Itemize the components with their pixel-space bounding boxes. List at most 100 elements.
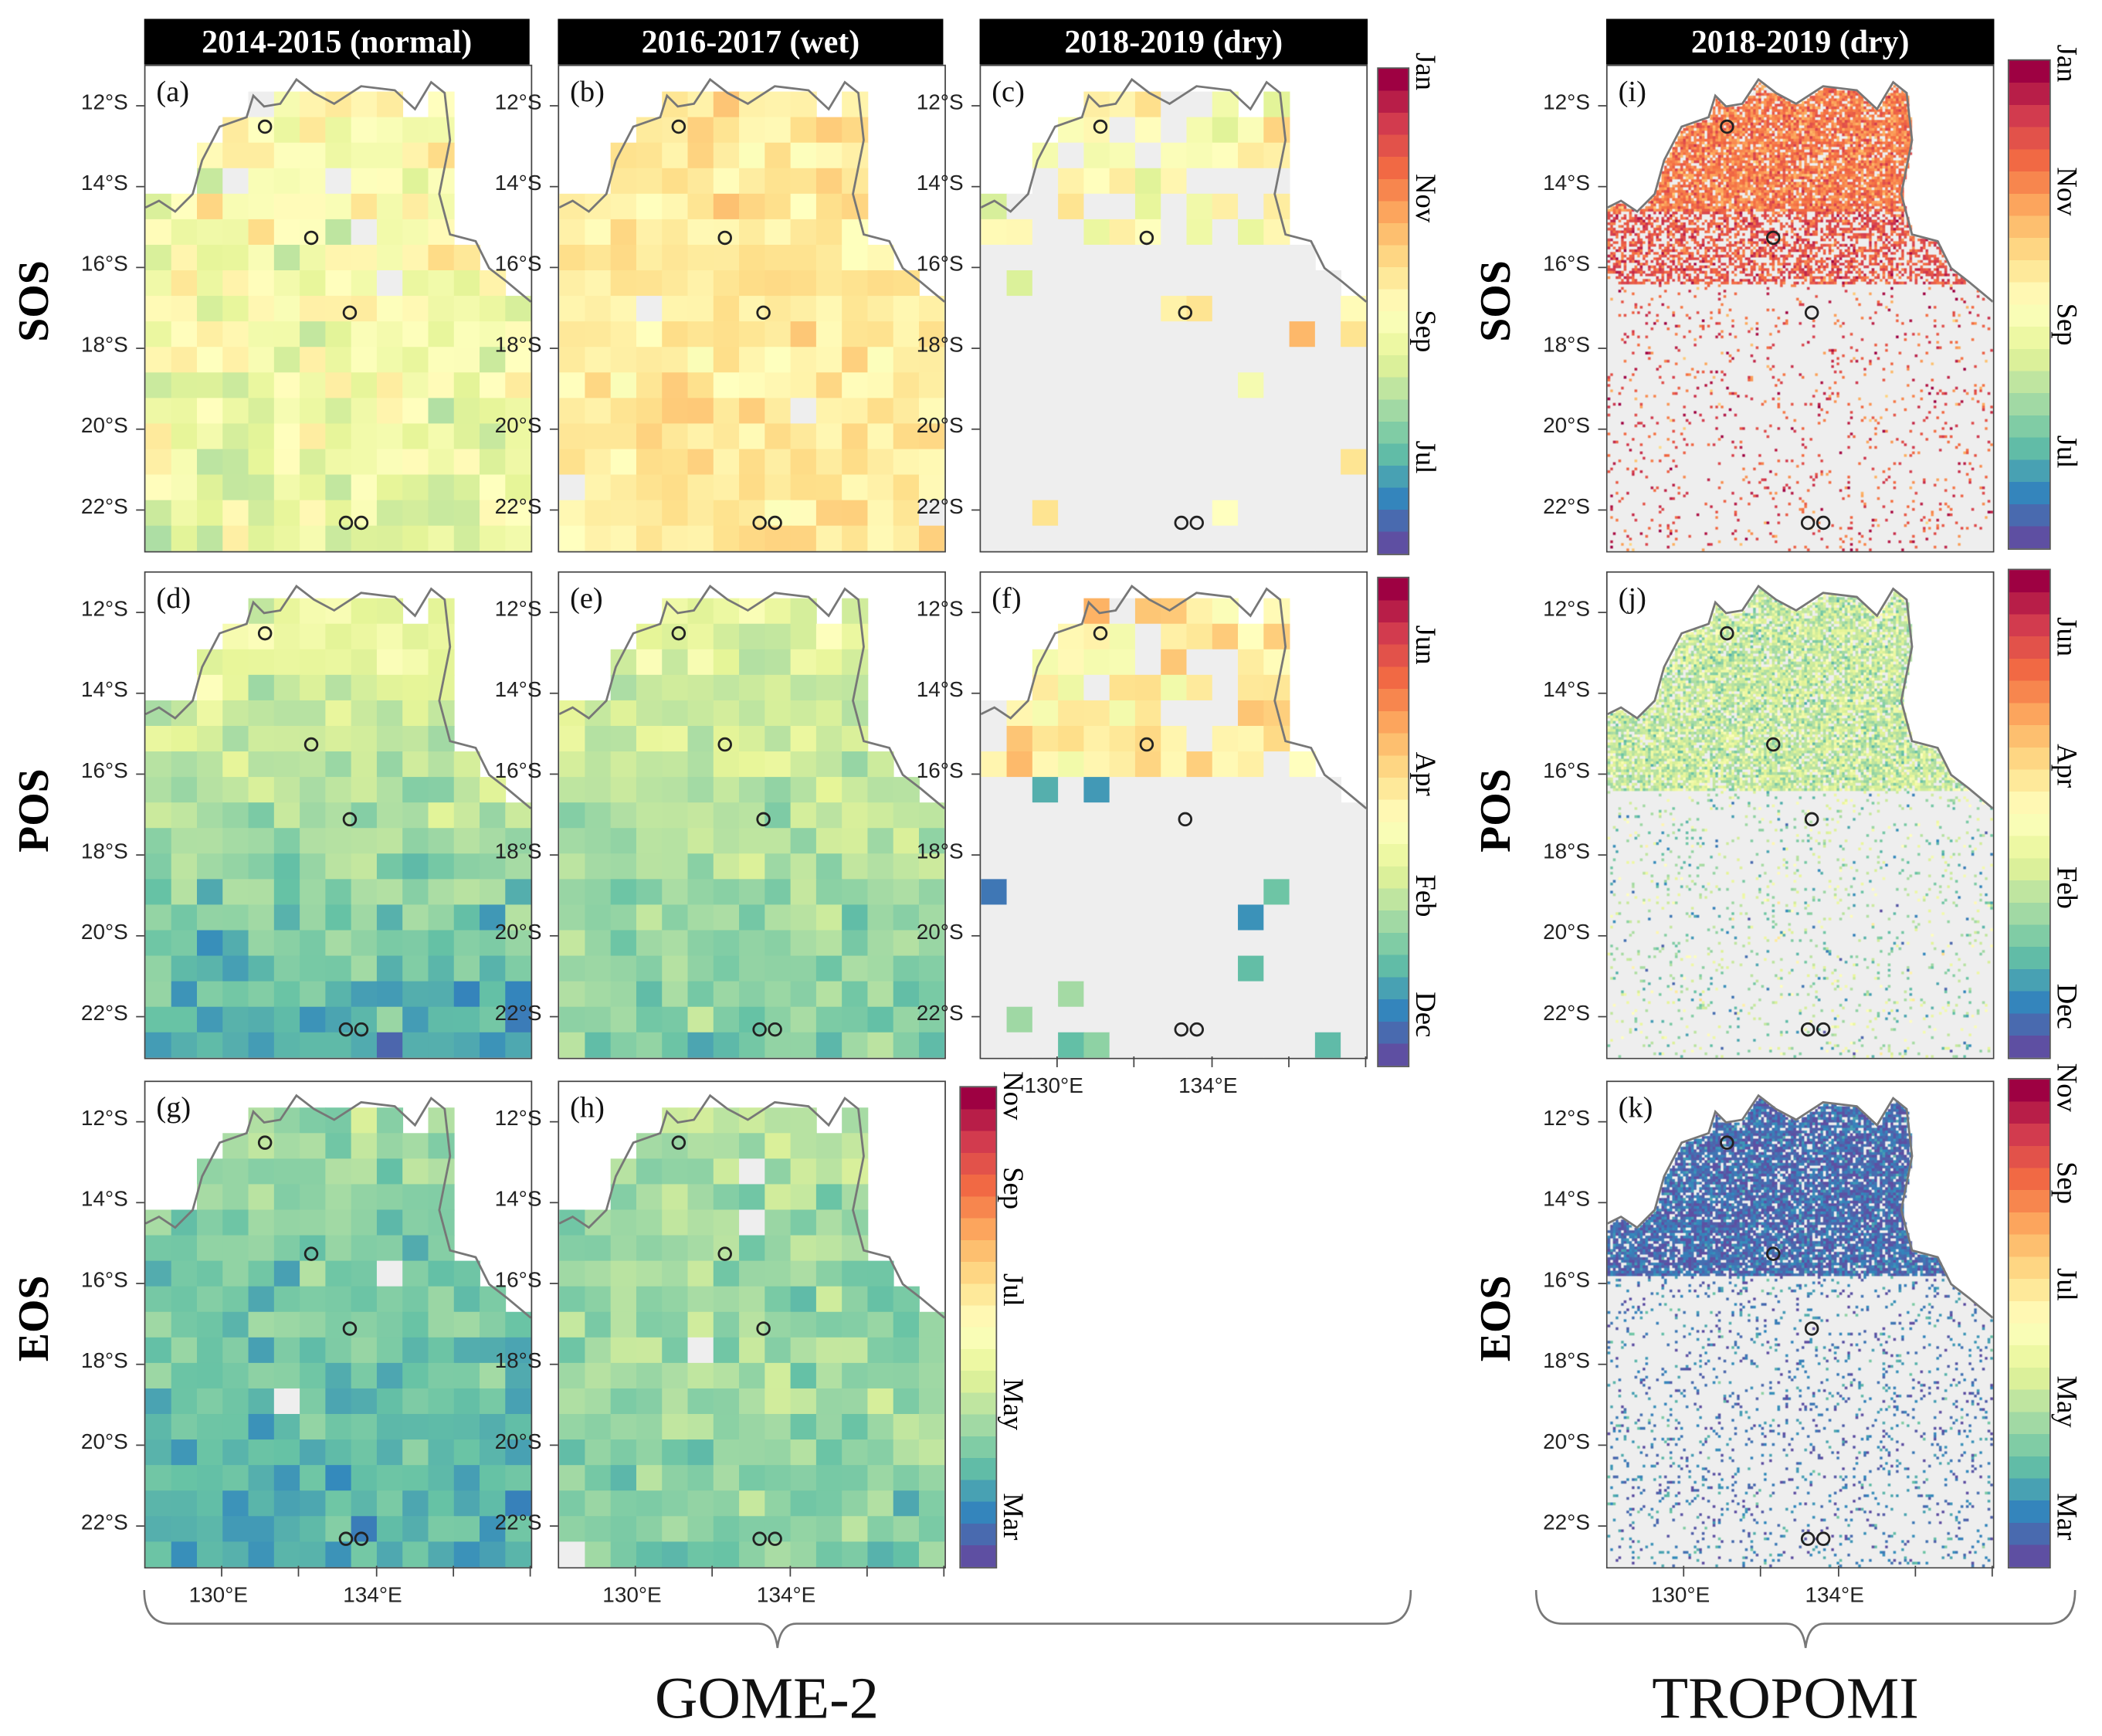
lat-tick [1598,185,1606,188]
grid-cell [480,1311,507,1338]
grid-cell [351,725,378,752]
grid-cell [351,904,378,931]
lon-tick [1683,1565,1685,1577]
grid-cell [145,449,172,476]
grid-cell [1083,321,1110,348]
grid-cell [981,879,1008,906]
site-marker [338,1531,354,1546]
grid-cell [222,828,249,855]
site-marker [671,1135,687,1150]
grid-cell [273,500,300,527]
grid-cell [610,347,637,374]
lat-tick [971,266,980,269]
grid-cell [713,296,740,323]
grid-cell [1032,270,1059,297]
grid-cell [842,500,869,527]
grid-cell [867,1311,894,1338]
grid-cell [273,270,300,297]
grid-cell [713,1465,740,1492]
grid-cell [1006,525,1033,551]
grid-cell [325,1414,352,1440]
grid-cell [505,372,531,399]
grid-cell [1083,423,1110,450]
grid-cell [739,700,766,727]
grid-cell [842,598,869,625]
grid-cell [325,1541,352,1568]
grid-cell [713,1414,740,1440]
grid-cell [1032,296,1059,323]
grid-cell [1341,474,1367,501]
grid-cell [662,1337,689,1364]
grid-cell [145,1516,172,1543]
grid-cell [610,1209,637,1236]
lon-tick-label: 134°E [1805,1585,1864,1608]
grid-cell [145,244,172,271]
grid-cell [981,500,1008,527]
grid-map [145,77,531,551]
grid-cell [145,955,172,982]
grid-cell [559,828,586,855]
grid-cell [1212,449,1239,476]
lon-tick [1365,1056,1367,1067]
lat-tick [549,428,558,430]
grid-cell [842,1260,869,1287]
grid-cell [300,1465,327,1492]
grid-cell [222,1286,249,1313]
grid-cell [1058,828,1085,855]
grid-cell [636,347,663,374]
lat-tick [971,773,980,775]
grid-cell [790,398,817,425]
grid-cell [480,270,507,297]
grid-cell [145,1311,172,1338]
grid-cell [585,802,612,829]
grid-cell [765,777,792,804]
grid-cell [1109,193,1136,220]
lat-tick-label: 14°S [494,172,542,196]
grid-cell [1238,423,1265,450]
grid-cell [325,1490,352,1517]
grid-cell [222,423,249,450]
grid-cell [325,1032,352,1058]
site-marker [1766,737,1781,752]
lon-tick [1287,1056,1290,1067]
panel-label: (g) [156,1090,192,1124]
grid-cell [222,500,249,527]
grid-cell [1083,142,1110,169]
group-label-tropomi: TROPOMI [1652,1665,1919,1732]
grid-cell [1161,372,1188,399]
lat-tick-label: 14°S [80,1188,128,1212]
grid-cell [428,1107,455,1134]
grid-cell [559,955,586,982]
grid-cell [687,904,714,931]
grid-cell [273,1184,300,1211]
grid-cell [428,1158,455,1185]
grid-cell [196,725,224,752]
grid-cell [842,853,869,880]
grid-cell [480,828,507,855]
grid-cell [1314,1006,1342,1033]
grid-cell [662,930,689,957]
grid-cell [1058,270,1085,297]
grid-cell [662,1286,689,1313]
grid-cell [610,955,637,982]
grid-cell [453,500,480,527]
grid-cell [1186,853,1213,880]
grid-cell [739,777,766,804]
grid-cell [196,1541,224,1568]
grid-cell [1314,981,1342,1008]
lat-tick [136,348,144,349]
grid-cell [145,802,172,829]
grid-cell [1109,347,1136,374]
grid-cell [402,449,429,476]
grid-cell [662,219,689,246]
grid-cell [1341,500,1367,527]
grid-cell [739,142,766,169]
grid-cell [1263,1032,1290,1058]
grid-cell [981,321,1008,348]
grid-cell [1161,777,1188,804]
grid-cell [739,828,766,855]
grid-cell [453,853,480,880]
lat-tick [971,1015,980,1018]
grid-cell [222,955,249,982]
grid-cell [145,372,172,399]
